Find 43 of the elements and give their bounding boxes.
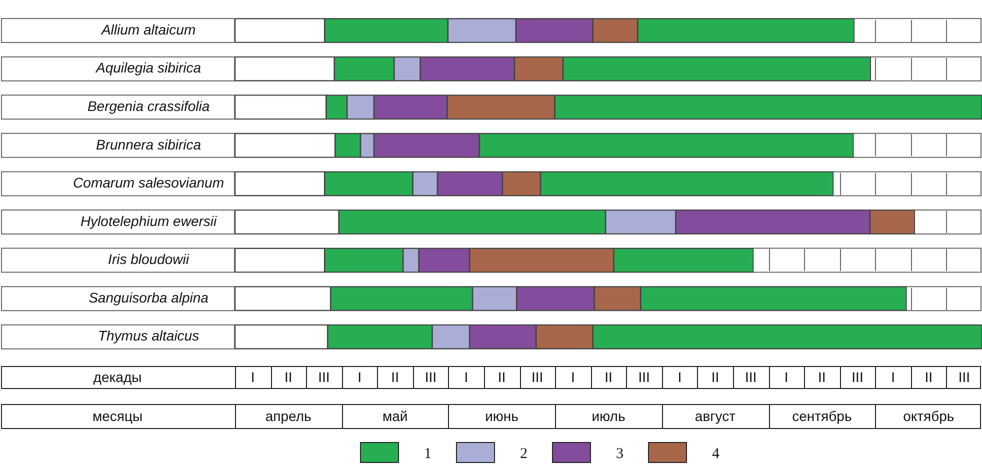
text: III	[532, 368, 544, 385]
text: I	[678, 368, 682, 385]
legend-label: 4	[712, 446, 720, 462]
legend-label: 2	[520, 446, 528, 462]
text: сентябрь	[792, 408, 852, 424]
legend-label: 3	[616, 446, 624, 462]
text: II	[498, 368, 506, 385]
text: III	[958, 368, 970, 385]
text: июль	[592, 408, 626, 424]
y-tick-label: Iris bloudowii	[108, 251, 190, 268]
text: III	[318, 368, 330, 385]
legend-label: 1	[424, 446, 432, 462]
y-tick-label: Hylotelephium ewersii	[80, 212, 218, 229]
text: июнь	[485, 408, 518, 424]
text: II	[711, 368, 720, 385]
text: II	[284, 368, 292, 385]
text: II	[604, 368, 612, 385]
y-tick-label: Bergenia crassifolia	[87, 98, 210, 114]
y-tick-label: Thymus altaicus	[98, 328, 200, 344]
y-tick-label: Allium altaicum	[100, 21, 196, 38]
y-tick-label: Comarum salesovianum	[73, 174, 224, 191]
text: апрель	[265, 408, 312, 424]
text: I	[570, 368, 575, 385]
text: август	[694, 408, 736, 424]
x2-axis-title: месяцы	[92, 408, 143, 424]
y-tick-label: Sanguisorba alpina	[88, 289, 209, 306]
text: II	[818, 368, 826, 385]
text: октябрь	[903, 408, 954, 424]
x-axis-title: декады	[93, 368, 142, 385]
y-tick-label: Aquilegia sibirica	[94, 60, 202, 76]
text: I	[358, 368, 362, 385]
text: I	[464, 368, 468, 385]
text: III	[424, 368, 436, 385]
y-tick-label: Brunnera sibirica	[96, 136, 202, 152]
text: III	[852, 368, 864, 385]
text: II	[924, 368, 933, 385]
text: I	[250, 368, 255, 385]
text: II	[391, 368, 399, 385]
text: III	[638, 368, 650, 385]
text: III	[744, 368, 757, 385]
text: май	[382, 408, 408, 424]
text: I	[784, 368, 788, 385]
text: I	[891, 368, 896, 385]
